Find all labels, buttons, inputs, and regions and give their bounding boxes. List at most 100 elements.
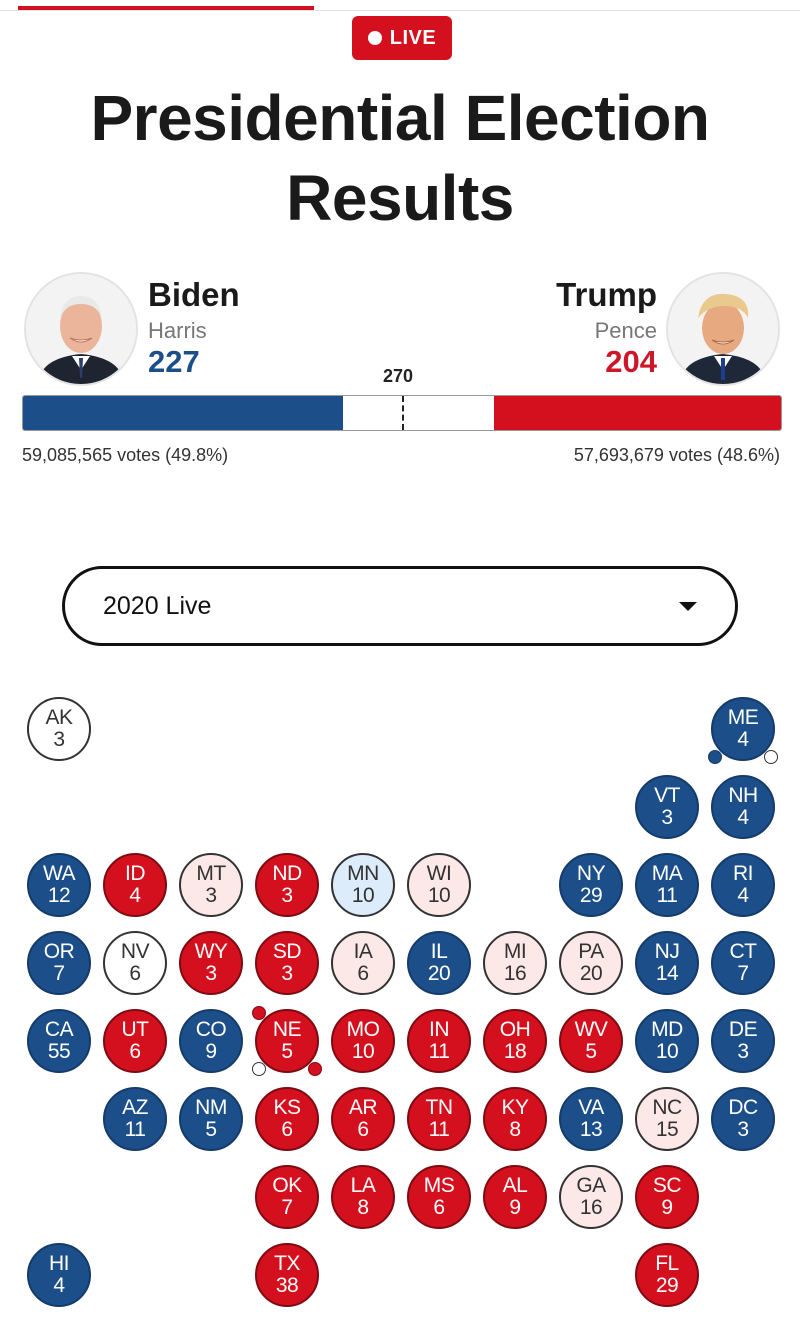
state-electoral-votes: 4 <box>737 806 749 829</box>
state-ri[interactable]: RI 4 <box>711 853 775 917</box>
state-electoral-votes: 55 <box>47 1040 71 1063</box>
election-year-select[interactable]: 2020 Live <box>62 566 738 646</box>
state-abbreviation: IL <box>430 940 448 963</box>
threshold-label: 270 <box>383 366 414 386</box>
state-or[interactable]: OR 7 <box>27 931 91 995</box>
state-ct[interactable]: CT 7 <box>711 931 775 995</box>
state-ms[interactable]: MS 6 <box>407 1165 471 1229</box>
state-dc[interactable]: DC 3 <box>711 1087 775 1151</box>
state-electoral-votes: 6 <box>129 962 141 985</box>
state-abbreviation: IA <box>353 940 373 963</box>
state-md[interactable]: MD 10 <box>635 1009 699 1073</box>
state-electoral-votes: 10 <box>655 1040 679 1063</box>
page-title-line1: Presidential Election <box>90 82 710 154</box>
election-year-value: 2020 Live <box>103 591 212 620</box>
bar-segment-left <box>23 396 343 430</box>
state-electoral-votes: 8 <box>357 1196 369 1219</box>
state-electoral-votes: 3 <box>281 962 293 985</box>
threshold-marker <box>402 396 404 430</box>
state-abbreviation: AL <box>502 1174 528 1197</box>
state-fl[interactable]: FL 29 <box>635 1243 699 1307</box>
state-ny[interactable]: NY 29 <box>559 853 623 917</box>
state-electoral-votes: 4 <box>129 884 141 907</box>
state-electoral-votes: 3 <box>53 728 65 751</box>
state-wv[interactable]: WV 5 <box>559 1009 623 1073</box>
state-nj[interactable]: NJ 14 <box>635 931 699 995</box>
state-mt[interactable]: MT 3 <box>179 853 243 917</box>
state-abbreviation: GA <box>576 1174 606 1197</box>
state-ca[interactable]: CA 55 <box>27 1009 91 1073</box>
state-abbreviation: NM <box>195 1096 227 1119</box>
state-la[interactable]: LA 8 <box>331 1165 395 1229</box>
state-electoral-votes: 3 <box>205 962 217 985</box>
state-electoral-votes: 3 <box>281 884 293 907</box>
state-abbreviation: VA <box>578 1096 604 1119</box>
state-ma[interactable]: MA 11 <box>635 853 699 917</box>
state-abbreviation: ME <box>727 706 759 729</box>
state-electoral-votes: 11 <box>656 884 678 907</box>
state-electoral-votes: 5 <box>281 1040 293 1063</box>
live-dot-icon <box>367 31 382 45</box>
state-electoral-votes: 29 <box>579 884 603 907</box>
state-id[interactable]: ID 4 <box>103 853 167 917</box>
state-abbreviation: TX <box>274 1252 300 1275</box>
state-ut[interactable]: UT 6 <box>103 1009 167 1073</box>
state-mo[interactable]: MO 10 <box>331 1009 395 1073</box>
state-abbreviation: AZ <box>122 1096 148 1119</box>
state-de[interactable]: DE 3 <box>711 1009 775 1073</box>
state-nc[interactable]: NC 15 <box>635 1087 699 1151</box>
state-electoral-votes: 15 <box>655 1118 679 1141</box>
state-ar[interactable]: AR 6 <box>331 1087 395 1151</box>
state-tx[interactable]: TX 38 <box>255 1243 319 1307</box>
district-dot-ne-3[interactable] <box>308 1062 322 1076</box>
state-pa[interactable]: PA 20 <box>559 931 623 995</box>
page-title-line2: Results <box>286 162 514 234</box>
state-ks[interactable]: KS 6 <box>255 1087 319 1151</box>
state-tn[interactable]: TN 11 <box>407 1087 471 1151</box>
state-abbreviation: FL <box>655 1252 679 1275</box>
live-badge: LIVE <box>352 16 452 60</box>
state-al[interactable]: AL 9 <box>483 1165 547 1229</box>
state-hi[interactable]: HI 4 <box>27 1243 91 1307</box>
state-nh[interactable]: NH 4 <box>711 775 775 839</box>
state-oh[interactable]: OH 18 <box>483 1009 547 1073</box>
state-ia[interactable]: IA 6 <box>331 931 395 995</box>
state-me[interactable]: ME 4 <box>711 697 775 761</box>
state-electoral-votes: 7 <box>53 962 65 985</box>
state-sc[interactable]: SC 9 <box>635 1165 699 1229</box>
state-electoral-votes: 9 <box>205 1040 217 1063</box>
state-il[interactable]: IL 20 <box>407 931 471 995</box>
state-va[interactable]: VA 13 <box>559 1087 623 1151</box>
state-wy[interactable]: WY 3 <box>179 931 243 995</box>
right-electoral-votes: 204 <box>605 344 657 379</box>
state-nd[interactable]: ND 3 <box>255 853 319 917</box>
state-electoral-votes: 14 <box>655 962 679 985</box>
state-mi[interactable]: MI 16 <box>483 931 547 995</box>
trump-photo <box>666 272 780 386</box>
state-az[interactable]: AZ 11 <box>103 1087 167 1151</box>
state-ok[interactable]: OK 7 <box>255 1165 319 1229</box>
district-dot-me-2[interactable] <box>764 750 778 764</box>
state-wi[interactable]: WI 10 <box>407 853 471 917</box>
state-abbreviation: UT <box>121 1018 150 1041</box>
state-ak[interactable]: AK 3 <box>27 697 91 761</box>
state-ne[interactable]: NE 5 <box>255 1009 319 1073</box>
state-sd[interactable]: SD 3 <box>255 931 319 995</box>
state-electoral-votes: 4 <box>737 884 749 907</box>
state-abbreviation: ID <box>125 862 146 885</box>
state-nm[interactable]: NM 5 <box>179 1087 243 1151</box>
state-mn[interactable]: MN 10 <box>331 853 395 917</box>
top-progress-track <box>0 0 800 11</box>
state-abbreviation: NJ <box>654 940 680 963</box>
bar-segment-right <box>493 396 781 430</box>
state-vt[interactable]: VT 3 <box>635 775 699 839</box>
state-electoral-votes: 7 <box>737 962 749 985</box>
state-ga[interactable]: GA 16 <box>559 1165 623 1229</box>
state-wa[interactable]: WA 12 <box>27 853 91 917</box>
state-in[interactable]: IN 11 <box>407 1009 471 1073</box>
state-co[interactable]: CO 9 <box>179 1009 243 1073</box>
state-nv[interactable]: NV 6 <box>103 931 167 995</box>
state-abbreviation: NC <box>652 1096 682 1119</box>
state-ky[interactable]: KY 8 <box>483 1087 547 1151</box>
